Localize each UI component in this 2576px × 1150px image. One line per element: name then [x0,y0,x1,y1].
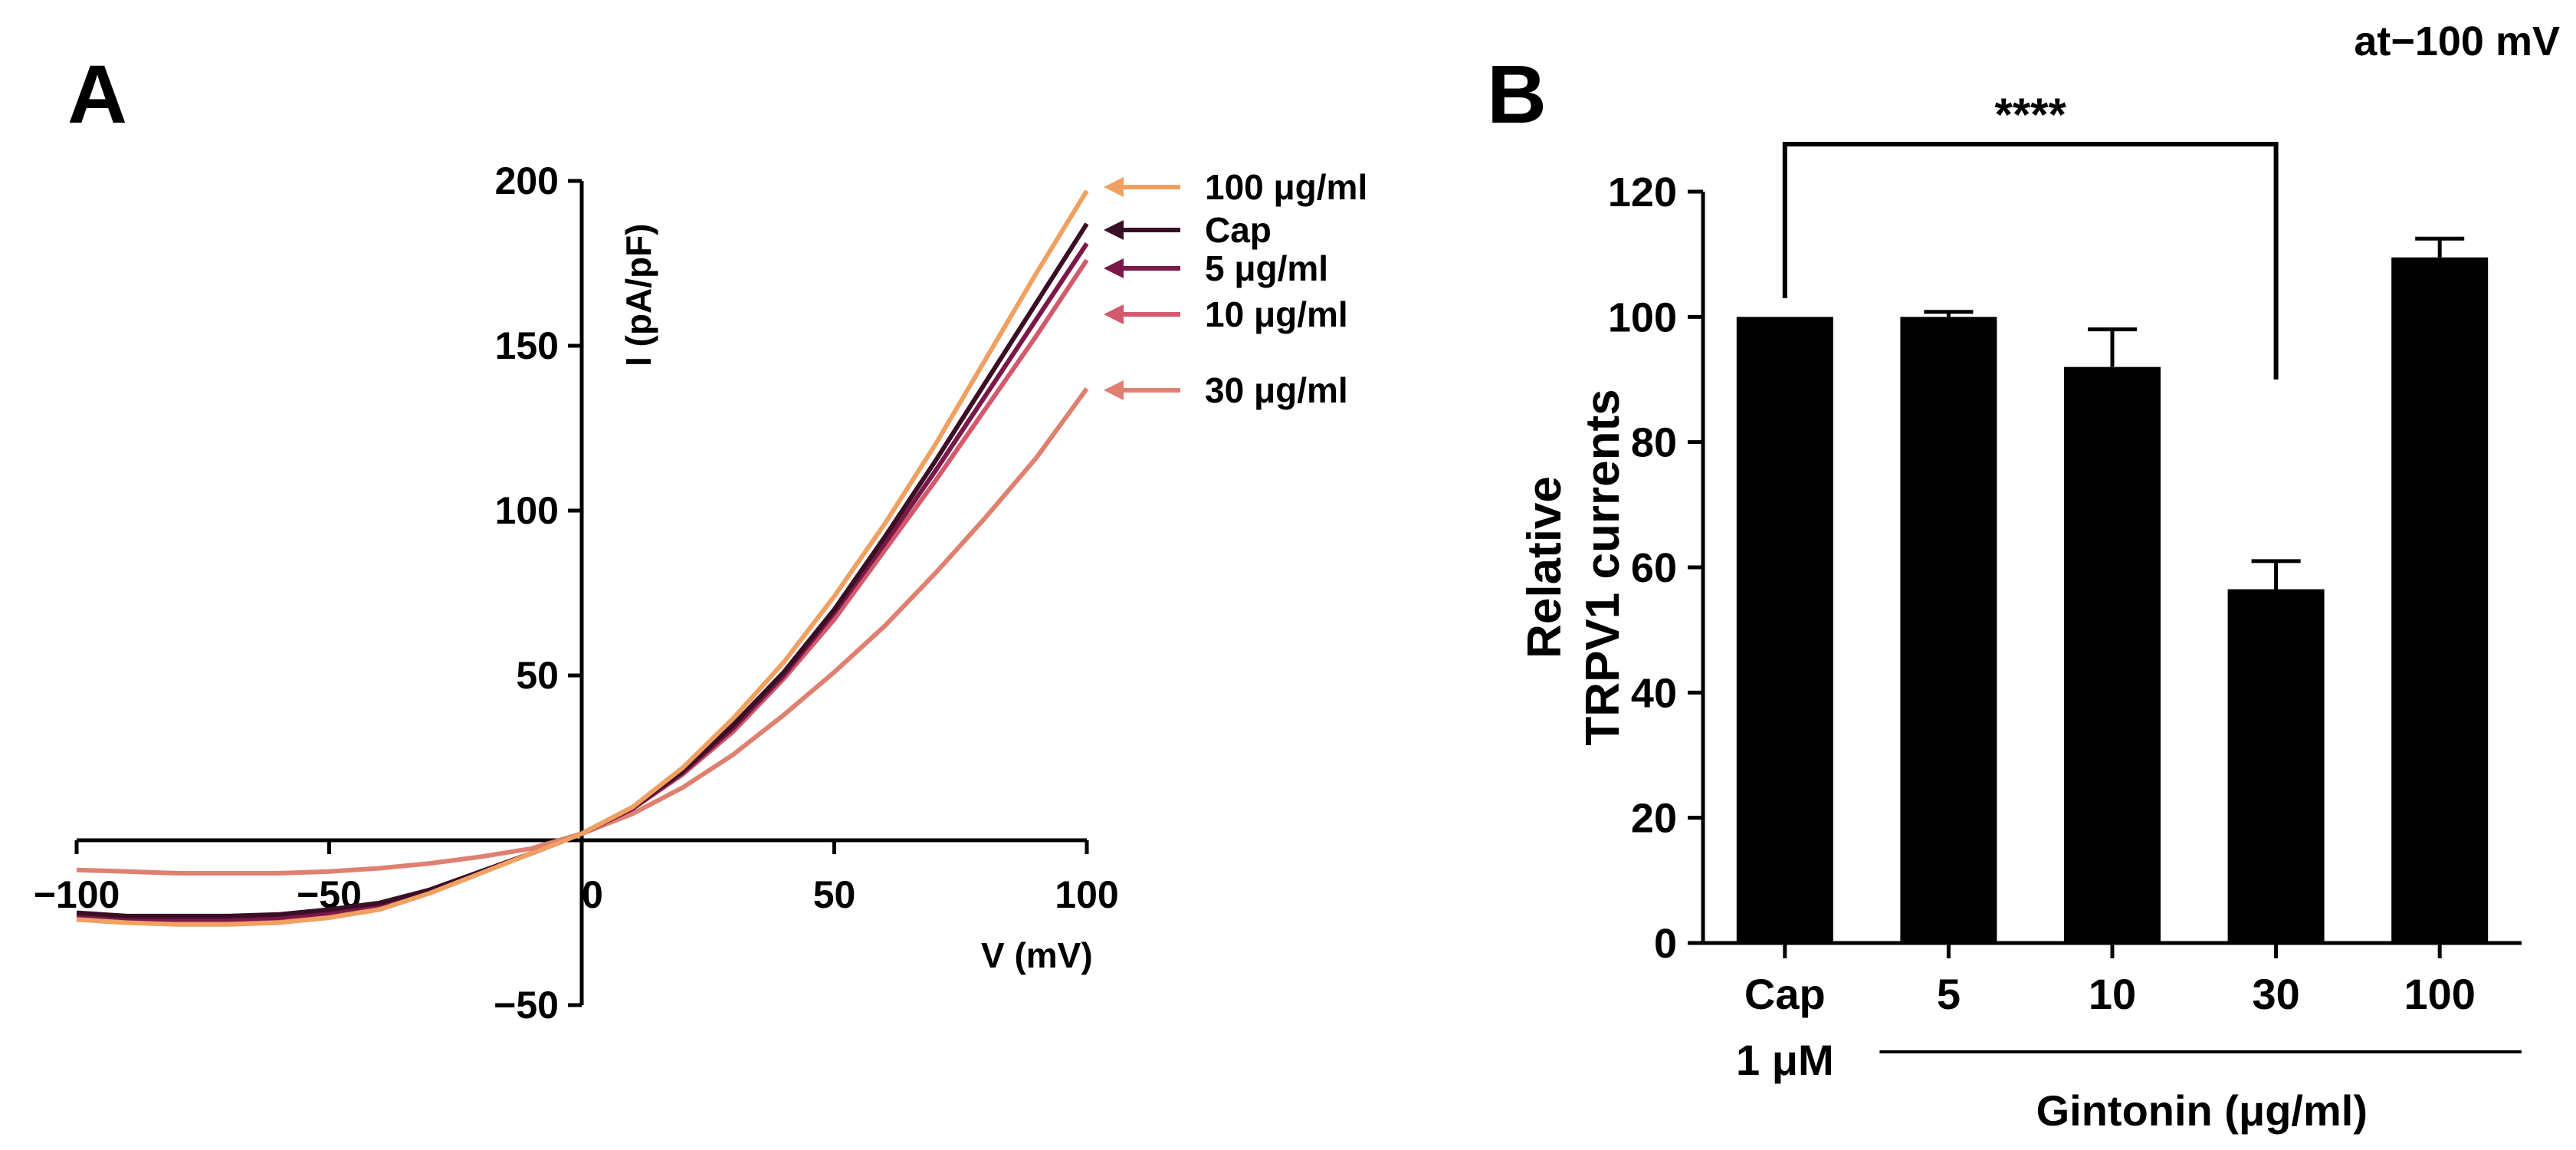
panel-a-label: A [67,48,127,140]
panel-b-label: B [1487,48,1547,140]
y-tick-label: 80 [1631,420,1677,466]
y-tick-label: 150 [495,324,559,367]
y-tick-label: 100 [495,489,559,532]
bracket-line [1782,142,2279,380]
legend-label: 10 μg/ml [1205,294,1348,334]
x-tick-label: −100 [34,873,120,916]
bar [1900,317,1997,943]
bar [2391,257,2489,943]
y-tick-label: 0 [1654,921,1677,967]
bar [2227,589,2325,943]
x-axis-label: V (mV) [981,935,1093,975]
y-axis-label: I (pA/pF) [619,224,658,367]
significance-label: **** [1994,89,2066,140]
y-tick-label: −50 [494,984,559,1027]
x-tick-label: 100 [2404,970,2475,1018]
y-tick-label: 100 [1608,294,1677,340]
y-tick-label: 200 [495,159,559,202]
legend-arrow-head [1104,258,1124,278]
x-tick-label: Cap [1744,970,1826,1018]
x-tick-label: 100 [1055,873,1118,916]
legend-arrow-head [1104,220,1124,240]
x-tick-label: 10 [2089,970,2136,1018]
bar [1736,317,1833,943]
panel-b-title: at−100 mV [2354,18,2560,64]
panel-b-bars [1736,236,2489,944]
y-tick-label: 20 [1631,796,1677,842]
x-tick-label: 0 [582,873,603,916]
significance-bracket: **** [1782,89,2279,380]
legend-arrow-head [1104,380,1124,400]
y-tick-label: 60 [1631,545,1677,591]
legend-arrow-head [1104,177,1124,197]
legend-label: 30 μg/ml [1205,370,1348,410]
x-tick-label: 5 [1937,970,1961,1018]
series-line [76,189,1089,927]
group-label: Gintonin (μg/ml) [2036,1086,2368,1135]
legend-label: 5 μg/ml [1205,248,1328,288]
y-tick-label: 120 [1608,169,1677,215]
legend-label: Cap [1205,210,1272,250]
x-tick-label-line2: 1 μM [1736,1036,1834,1084]
legend-arrow-head [1104,304,1124,324]
bar [2064,366,2161,944]
panel-a-series [76,189,1089,927]
y-axis-label-line2: TRPV1 currents [1577,389,1629,745]
y-axis-label-line1: Relative [1518,476,1571,659]
y-tick-label: 40 [1631,670,1677,716]
legend-label: 100 μg/ml [1205,167,1367,207]
y-tick-label: 50 [516,654,559,697]
panel-b-ticks: 0 20 40 60 80 100 120 Cap 1 μM 5 10 30 100 [1608,169,2476,1084]
x-tick-label: 50 [813,873,856,916]
panel-b-bar-chart: 0 20 40 60 80 100 120 Cap 1 μM 5 10 30 100 **** Rela… [1518,89,2522,1135]
x-tick-label: 30 [2252,970,2299,1018]
